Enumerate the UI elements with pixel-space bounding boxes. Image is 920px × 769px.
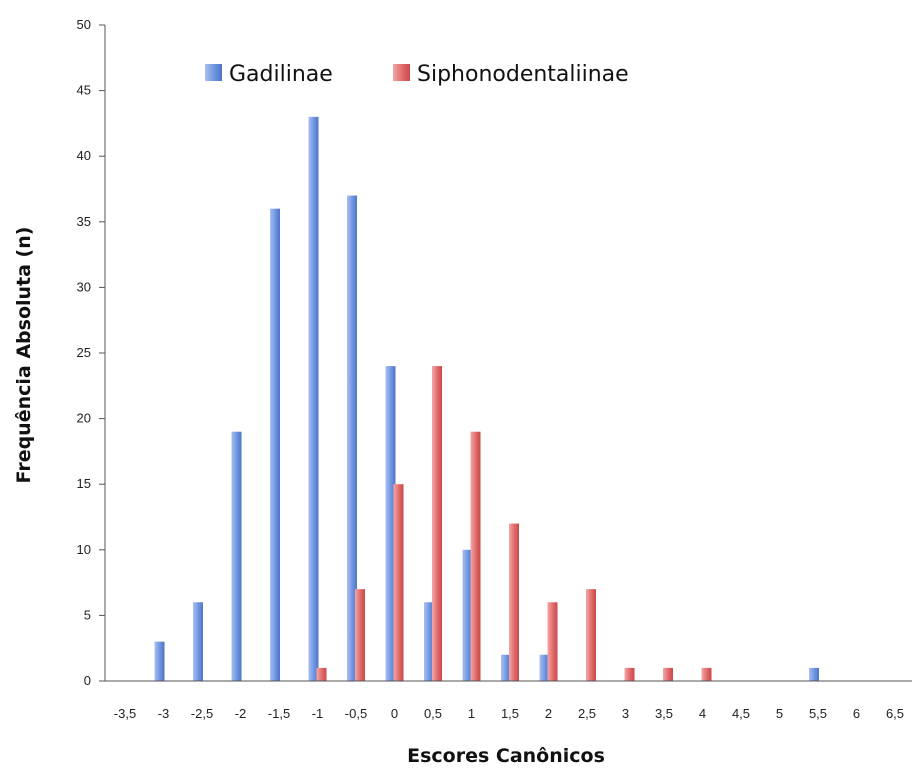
y-tick-label: 50 [77, 17, 91, 32]
x-tick-label: -2 [235, 706, 247, 721]
x-axis-title: Escores Canônicos [407, 745, 605, 767]
x-tick-label: -1,5 [268, 706, 290, 721]
bar-gadilinae-0,5 [424, 602, 434, 681]
x-tick-label: -2,5 [191, 706, 213, 721]
x-tick-label: 4,5 [732, 706, 750, 721]
bar-siphonodentaliinae-3,5 [663, 667, 673, 681]
y-tick-label: 0 [84, 673, 91, 688]
x-tick-label: 3,5 [655, 706, 673, 721]
x-tick-label: -3,5 [114, 706, 136, 721]
legend-label-siphonodentaliinae: Siphonodentaliinae [417, 62, 629, 87]
x-tick-label: 3 [622, 706, 629, 721]
bar-gadilinae-2 [539, 654, 550, 681]
x-tick-label: 1,5 [501, 706, 519, 721]
y-tick-label: 35 [77, 214, 91, 229]
bar-gadilinae--2,5 [193, 602, 203, 681]
y-tick-label: 5 [84, 607, 91, 622]
y-tick-label: 10 [77, 542, 91, 557]
y-tick-label: 30 [77, 279, 91, 294]
bar-siphonodentaliinae-0,5 [432, 366, 442, 681]
x-tick-label: 2 [545, 706, 552, 721]
bar-siphonodentaliinae-2,5 [586, 589, 596, 681]
bar-siphonodentaliinae-1,5 [509, 523, 519, 681]
bar-siphonodentaliinae-0 [393, 484, 404, 681]
legend-swatch-siphonodentaliinae [393, 64, 410, 81]
y-tick-label: 25 [77, 345, 91, 360]
bar-gadilinae--0,5 [347, 195, 357, 681]
x-tick-label: 1 [468, 706, 475, 721]
x-tick-label: 5,5 [809, 706, 827, 721]
bar-gadilinae-5,5 [809, 667, 819, 681]
x-tick-label: 6,5 [886, 706, 904, 721]
legend-label-gadilinae: Gadilinae [229, 62, 333, 87]
bar-siphonodentaliinae-3 [624, 667, 635, 681]
legend-swatch-gadilinae [205, 64, 222, 81]
bar-gadilinae--2 [231, 431, 242, 681]
x-tick-label: 0,5 [424, 706, 442, 721]
bar-gadilinae-1,5 [501, 654, 511, 681]
bar-gadilinae--3 [154, 641, 165, 681]
x-tick-label: 6 [853, 706, 860, 721]
legend: Gadilinae Siphonodentaliinae [205, 62, 629, 87]
bar-siphonodentaliinae-1 [470, 431, 481, 681]
x-tick-label: -1 [312, 706, 324, 721]
bar-siphonodentaliinae-4 [701, 667, 712, 681]
bar-gadilinae-1 [462, 549, 473, 681]
bar-siphonodentaliinae--1 [316, 667, 327, 681]
y-tick-label: 45 [77, 83, 91, 98]
bar-gadilinae--1,5 [270, 208, 280, 681]
x-tick-label: 5 [776, 706, 783, 721]
x-tick-label: -3 [158, 706, 170, 721]
bar-gadilinae-0 [385, 366, 396, 681]
y-tick-label: 15 [77, 476, 91, 491]
y-tick-label: 40 [77, 148, 91, 163]
x-tick-label: -0,5 [345, 706, 367, 721]
bar-siphonodentaliinae--0,5 [355, 589, 365, 681]
y-tick-label: 20 [77, 411, 91, 426]
x-tick-label: 0 [391, 706, 398, 721]
x-tick-label: 2,5 [578, 706, 596, 721]
x-tick-label: 4 [699, 706, 706, 721]
y-axis-title: Frequência Absoluta (n) [13, 227, 35, 484]
bar-gadilinae--1 [308, 116, 319, 682]
bar-siphonodentaliinae-2 [547, 602, 558, 681]
